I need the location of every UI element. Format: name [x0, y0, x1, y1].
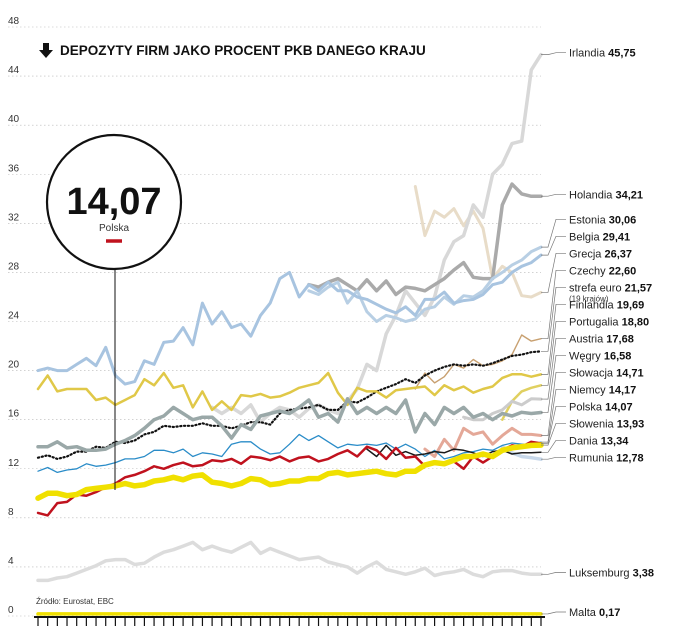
series-label: Dania 13,34 [569, 435, 629, 447]
label-connector [540, 320, 566, 386]
label-connector [540, 235, 566, 256]
source-note: Źródło: Eurostat, EBC [36, 597, 114, 606]
callout-label: Polska [99, 223, 129, 234]
series-line-słowenia [35, 442, 544, 501]
series-line-finlandia [36, 371, 543, 412]
y-tick-label: 36 [8, 163, 20, 174]
series-label: Słowacja 14,71 [569, 367, 644, 379]
label-connector [540, 52, 566, 55]
label-connector [540, 388, 566, 443]
series-line-portugalia [501, 384, 543, 421]
series-sublabel: (19 krajów) [569, 294, 609, 303]
y-tick-label: 12 [8, 458, 20, 469]
x-axis [34, 616, 545, 626]
label-connectors [540, 52, 566, 615]
callout-value: 14,07 [66, 181, 161, 223]
label-connector [540, 405, 566, 444]
label-connector [540, 371, 566, 436]
y-tick-label: 32 [8, 212, 20, 223]
label-connector [540, 354, 566, 413]
y-tick-label: 48 [8, 16, 20, 27]
y-tick-label: 16 [8, 409, 20, 420]
series-line-grecja [413, 185, 543, 299]
series-line-słowacja [423, 426, 543, 458]
y-tick-label: 28 [8, 261, 20, 272]
y-tick-label: 4 [8, 556, 14, 567]
series-label: Polska 14,07 [569, 401, 633, 413]
callout-circle [45, 133, 183, 271]
series-label: Irlandia 45,75 [569, 48, 636, 60]
label-connector [540, 572, 566, 575]
series-line-estonia [307, 245, 543, 323]
series-line-węgry [36, 397, 543, 453]
series-label: Estonia 30,06 [569, 214, 636, 226]
y-tick-label: 24 [8, 311, 20, 322]
series-label: Rumunia 12,78 [569, 452, 644, 464]
chart-title-group: DEPOZYTY FIRM JAKO PROCENT PKB DANEGO KR… [39, 43, 426, 58]
arrow-down-icon [39, 43, 53, 58]
highlight-callout: 14,07 Polska [45, 133, 183, 490]
label-connector [540, 439, 566, 453]
series-line-luksemburg [36, 540, 543, 583]
label-connector [540, 218, 566, 248]
chart-title: DEPOZYTY FIRM JAKO PROCENT PKB DANEGO KR… [60, 43, 426, 58]
series-label: Austria 17,68 [569, 333, 634, 345]
y-tick-label: 8 [8, 507, 14, 518]
series-label: Malta 0,17 [569, 607, 620, 619]
series-label: Węgry 16,58 [569, 350, 631, 362]
series-label: Luksemburg 3,38 [569, 567, 654, 579]
series-line-austria [462, 397, 543, 422]
series-line-holandia [307, 182, 543, 297]
series-line-czechy [414, 334, 542, 390]
label-connector [540, 252, 566, 293]
series-line-polska [36, 440, 543, 517]
series-label: strefa euro 21,57 [569, 282, 652, 294]
series-label: Niemcy 14,17 [569, 384, 636, 396]
series-line-dania [366, 444, 542, 458]
y-tick-label: 20 [8, 360, 20, 371]
y-tick-label: 40 [8, 114, 20, 125]
series-label: Słowenia 13,93 [569, 418, 644, 430]
label-connector [540, 303, 566, 375]
series-layer [35, 52, 544, 616]
label-connector [540, 611, 566, 615]
label-connector [540, 337, 566, 400]
series-label: Finlandia 19,69 [569, 299, 644, 311]
series-line-belgia [36, 253, 543, 386]
series-label: Portugalia 18,80 [569, 316, 649, 328]
series-label: Belgia 29,41 [569, 231, 630, 243]
y-tick-label: 44 [8, 65, 20, 76]
label-connector [540, 286, 566, 352]
series-line-irlandia [210, 52, 543, 424]
series-labels: Malta 0,17 Luksemburg 3,38 Rumunia 12,78 Da… [569, 48, 654, 619]
series-label: Grecja 26,37 [569, 248, 632, 260]
series-label: Holandia 34,21 [569, 189, 643, 201]
label-connector [540, 269, 566, 340]
label-connector [540, 456, 566, 460]
label-connector [540, 193, 566, 197]
label-connector [540, 422, 566, 446]
series-line-niemcy [37, 433, 542, 474]
series-label: Czechy 22,60 [569, 265, 636, 277]
y-tick-label: 0 [8, 605, 14, 616]
